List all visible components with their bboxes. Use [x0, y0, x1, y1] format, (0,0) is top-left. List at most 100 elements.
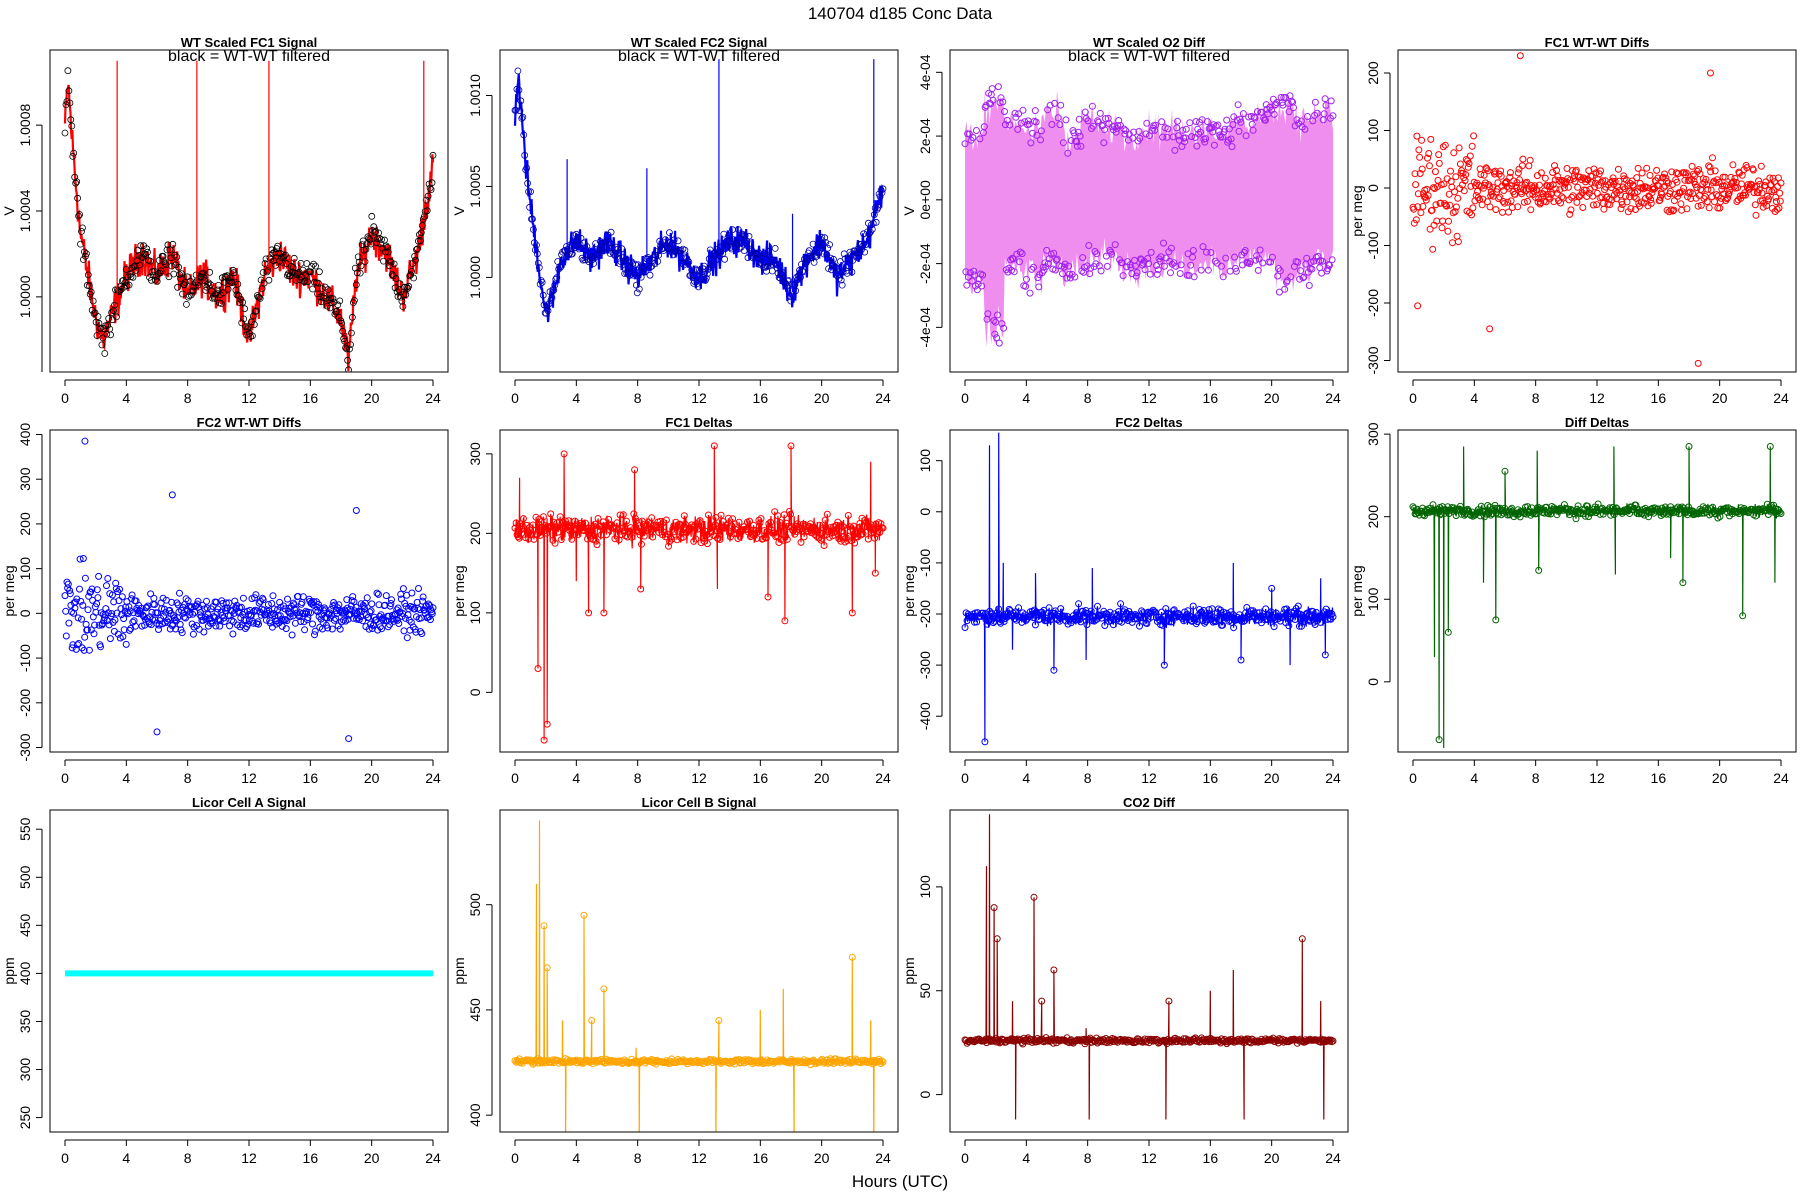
data-point	[154, 609, 162, 617]
data-point	[108, 591, 116, 599]
series-line	[513, 73, 885, 323]
data-point	[177, 275, 184, 282]
data-point	[1076, 1036, 1084, 1044]
data-point	[70, 609, 78, 617]
data-point	[1486, 203, 1494, 211]
data-point	[329, 295, 337, 303]
data-point	[62, 632, 70, 640]
data-point	[79, 601, 87, 609]
data-point	[1673, 178, 1681, 186]
data-point	[1023, 275, 1030, 283]
data-point	[1483, 165, 1491, 173]
data-point	[424, 192, 432, 200]
data-point	[616, 511, 624, 519]
data-point	[87, 288, 95, 296]
data-point	[1560, 184, 1568, 192]
data-point	[1477, 171, 1485, 178]
data-point	[1045, 604, 1053, 612]
x-tick-label: 8	[1084, 1150, 1092, 1166]
data-point	[685, 258, 693, 266]
data-point	[1451, 188, 1458, 196]
data-point	[1468, 211, 1476, 219]
data-point	[341, 337, 349, 345]
data-point	[1564, 183, 1572, 191]
data-point	[1054, 114, 1062, 122]
x-tick-label: 20	[814, 1150, 830, 1166]
data-point	[1554, 173, 1562, 180]
data-point	[575, 245, 583, 253]
data-point	[1654, 174, 1662, 182]
data-point	[674, 237, 682, 245]
data-point	[1148, 608, 1156, 616]
data-point	[1432, 509, 1440, 517]
data-point	[126, 607, 134, 615]
data-point	[359, 617, 367, 625]
data-point	[1707, 168, 1715, 176]
data-point	[1442, 201, 1450, 209]
data-point	[351, 264, 359, 272]
y-axis-label: per meg	[1, 565, 17, 616]
data-point	[1427, 135, 1435, 143]
data-point	[311, 631, 318, 639]
data-point	[1412, 216, 1420, 224]
data-point	[708, 257, 716, 264]
data-point	[1203, 248, 1210, 256]
data-point	[382, 592, 390, 600]
data-point	[874, 203, 882, 211]
data-point	[1770, 501, 1778, 509]
data-point	[1073, 142, 1081, 150]
data-point	[1470, 132, 1478, 140]
data-point	[108, 309, 115, 317]
data-point	[116, 288, 123, 296]
data-point	[68, 644, 76, 652]
data-point	[1251, 114, 1259, 122]
data-point	[988, 85, 996, 93]
data-point	[757, 515, 765, 523]
data-point	[249, 312, 257, 320]
data-point	[1726, 187, 1734, 194]
data-point	[274, 242, 282, 250]
data-point	[407, 618, 415, 626]
x-tick-label: 16	[1203, 390, 1219, 406]
data-point	[1001, 615, 1009, 623]
data-point	[648, 514, 656, 522]
x-tick-label: 8	[634, 770, 642, 786]
data-point	[1051, 99, 1059, 107]
data-point	[1240, 617, 1248, 625]
data-point	[834, 518, 842, 526]
data-point	[993, 334, 1001, 342]
data-point	[315, 601, 322, 608]
data-point	[189, 610, 197, 618]
data-point	[694, 279, 701, 287]
data-point	[1634, 164, 1642, 172]
data-point	[294, 592, 302, 600]
data-point	[178, 629, 186, 637]
data-point	[1450, 149, 1458, 157]
data-point	[400, 627, 408, 635]
data-point	[1626, 193, 1634, 201]
data-point	[1100, 139, 1108, 147]
data-point	[345, 735, 353, 743]
data-point	[1545, 183, 1553, 191]
data-point	[256, 294, 264, 302]
data-point	[516, 107, 524, 115]
data-point	[787, 510, 794, 518]
data-point	[261, 260, 269, 267]
data-point	[1158, 118, 1166, 126]
data-point	[1229, 121, 1237, 129]
data-point	[391, 284, 399, 292]
data-point	[617, 258, 625, 265]
x-tick-label: 0	[961, 770, 969, 786]
data-point	[73, 178, 81, 186]
data-point	[688, 1058, 696, 1066]
data-point	[1581, 512, 1589, 520]
data-point	[1064, 149, 1072, 157]
data-point	[983, 620, 991, 628]
data-point	[767, 518, 774, 526]
data-point	[229, 630, 237, 638]
data-point	[1329, 1037, 1337, 1045]
data-point	[1527, 206, 1535, 214]
x-tick-label: 24	[425, 390, 441, 406]
y-axis-label: per meg	[451, 565, 467, 616]
data-point	[845, 262, 853, 270]
